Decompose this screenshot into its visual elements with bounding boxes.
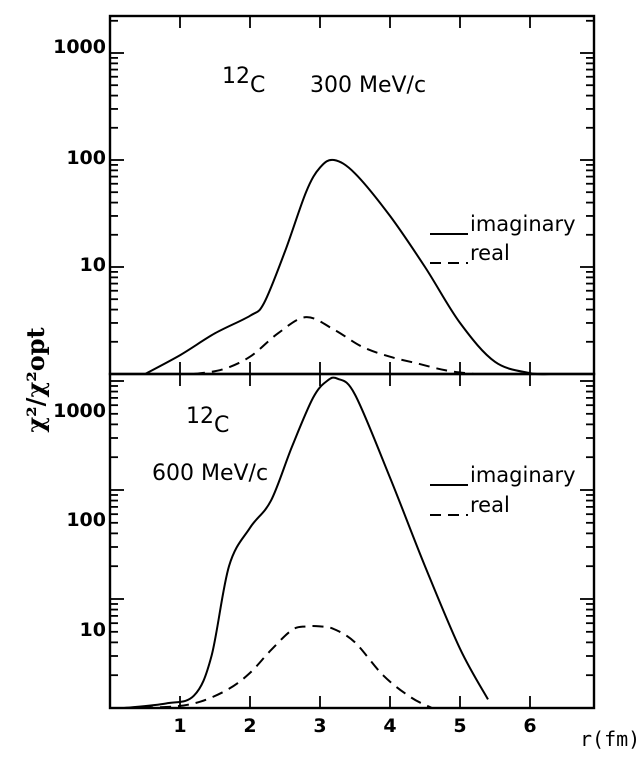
bottom-y-tick-label: 1000 [53, 400, 106, 422]
top-momentum-label: 300 MeV/c [310, 73, 426, 98]
bottom-y-tick-label: 100 [66, 509, 106, 531]
top-y-tick-label: 100 [66, 147, 106, 169]
top-panel-frame [108, 14, 596, 376]
top-y-tick-label: 10 [80, 254, 106, 276]
top-legend-real-label: real [470, 241, 510, 265]
bottom-legend-imaginary-label: imaginary [470, 463, 576, 487]
top-imaginary-curve [144, 158, 552, 376]
x-tick-label: 5 [453, 715, 466, 737]
x-tick-label: 1 [173, 715, 186, 737]
plot-curves [123, 158, 552, 709]
x-tick-label: 4 [383, 715, 396, 737]
bottom-nucleus-label: 12C [186, 404, 229, 438]
top-y-tick-label: 1000 [53, 36, 106, 58]
bottom-momentum-label: 600 MeV/c [152, 461, 268, 486]
axis-ticks [110, 16, 594, 708]
bottom-real-curve [123, 625, 433, 709]
x-tick-label: 2 [243, 715, 256, 737]
x-tick-label: 6 [523, 715, 536, 737]
bottom-y-tick-label: 10 [80, 619, 106, 641]
bottom-imaginary-curve [123, 376, 489, 709]
x-axis-label: r(fm) [580, 727, 640, 751]
top-nucleus-label: 12C [222, 64, 265, 98]
top-real-curve [193, 316, 475, 375]
bottom-panel-frame [108, 372, 596, 710]
bottom-legend-real-label: real [470, 493, 510, 517]
y-axis-label: χ²/χ²opt [21, 327, 50, 432]
top-legend-imaginary-label: imaginary [470, 212, 576, 236]
x-tick-label: 3 [313, 715, 326, 737]
